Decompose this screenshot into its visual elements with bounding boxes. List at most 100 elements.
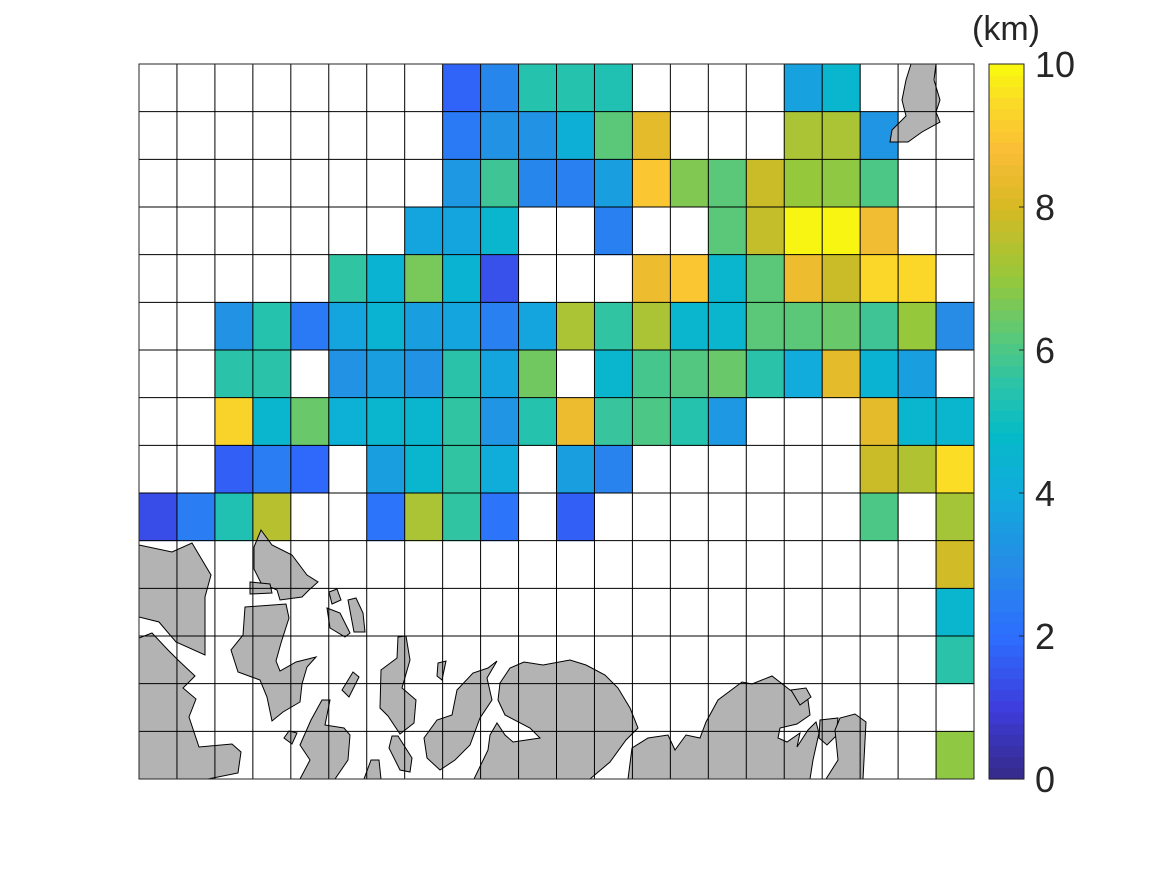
- axes-frame: [138, 63, 975, 780]
- land-mass: [326, 607, 351, 638]
- colorbar-segment: [989, 455, 1024, 467]
- heatmap-cell: [632, 350, 671, 399]
- heatmap-cell: [784, 159, 823, 208]
- heatmap-cell: [442, 111, 482, 160]
- heatmap-cell: [594, 445, 633, 494]
- heatmap-cell: [746, 207, 785, 256]
- colorbar-segment: [989, 678, 1024, 691]
- heatmap-cell: [404, 350, 444, 399]
- colorbar-segment: [989, 175, 1024, 188]
- colorbar-segment: [989, 667, 1024, 680]
- colorbar-segment: [989, 265, 1024, 277]
- heatmap-cell: [404, 207, 444, 256]
- heatmap-cell: [366, 445, 406, 494]
- heatmap-cell: [708, 159, 747, 208]
- colorbar-segment: [989, 119, 1024, 132]
- heatmap-cell: [442, 254, 482, 303]
- colorbar-segment: [989, 544, 1024, 557]
- heatmap-cell: [366, 493, 406, 542]
- colorbar-segment: [989, 332, 1024, 344]
- heatmap-cell: [898, 254, 937, 303]
- heatmap-cell: [746, 254, 785, 303]
- colorbar-segment: [989, 656, 1024, 668]
- heatmap-cell: [518, 302, 557, 351]
- heatmap-cell: [860, 159, 899, 208]
- colorbar: [989, 64, 1024, 780]
- heatmap-cell: [214, 350, 254, 399]
- land-mass: [436, 660, 447, 681]
- colorbar-segment: [989, 253, 1024, 266]
- land-mass: [139, 542, 212, 656]
- heatmap-cell: [366, 254, 406, 303]
- heatmap-cell: [442, 64, 482, 113]
- land-mass: [253, 528, 319, 601]
- colorbar-tick-label: 10: [1035, 44, 1075, 85]
- heatmap-cell: [518, 159, 557, 208]
- colorbar-segment: [989, 75, 1024, 87]
- heatmap-cell: [328, 397, 368, 446]
- heatmap-cell: [290, 445, 330, 494]
- heatmap-cell: [632, 111, 671, 160]
- colorbar-segment: [989, 343, 1024, 356]
- heatmap-cell: [556, 111, 595, 160]
- heatmap-cell: [860, 445, 899, 494]
- colorbar-segment: [989, 309, 1024, 322]
- colorbar-segment: [989, 566, 1024, 579]
- colorbar-segment: [989, 711, 1024, 724]
- heatmap-cell: [822, 111, 861, 160]
- heatmap-cell: [936, 636, 975, 685]
- heatmap-cell: [898, 350, 937, 399]
- heatmap-cell: [898, 445, 937, 494]
- heatmap-cell: [936, 302, 975, 351]
- heatmap-cell: [442, 159, 482, 208]
- heatmap-cell: [594, 111, 633, 160]
- heatmap-cell: [746, 350, 785, 399]
- land-mass: [790, 687, 812, 706]
- heatmap-cell: [822, 207, 861, 256]
- heatmap-cell: [670, 302, 709, 351]
- colorbar-unit-label: (km): [972, 10, 1040, 48]
- heatmap-cell: [860, 493, 899, 542]
- colorbar-segment: [989, 298, 1024, 311]
- colorbar-segment: [989, 287, 1024, 300]
- colorbar-segment: [989, 767, 1024, 780]
- heatmap-cell: [290, 397, 330, 446]
- heatmap-cell: [632, 254, 671, 303]
- colorbar-segment: [989, 142, 1024, 154]
- heatmap-cell: [366, 302, 406, 351]
- heatmap-cell: [784, 64, 823, 113]
- heatmap-cell: [252, 302, 292, 351]
- heatmap-cell: [442, 493, 482, 542]
- heatmap-cell: [860, 254, 899, 303]
- colorbar-segment: [989, 231, 1024, 244]
- colorbar-segment: [989, 700, 1024, 713]
- colorbar-segment: [989, 577, 1024, 590]
- colorbar-tick-label: 6: [1035, 330, 1055, 371]
- colorbar-segment: [989, 410, 1024, 423]
- heatmap-cell: [670, 397, 709, 446]
- heatmap-cell: [708, 207, 747, 256]
- heatmap-cell: [214, 302, 254, 351]
- colorbar-segment: [989, 533, 1024, 545]
- heatmap-cell: [936, 588, 975, 637]
- heatmap-cell: [898, 302, 937, 351]
- colorbar-segment: [989, 108, 1024, 121]
- heatmap-cell: [594, 350, 633, 399]
- colorbar-segment: [989, 376, 1024, 389]
- colorbar-segment: [989, 510, 1024, 523]
- colorbar-segment: [989, 756, 1024, 769]
- heatmap-cell: [214, 445, 254, 494]
- heatmap-cell: [442, 207, 482, 256]
- grid-lines: [139, 64, 974, 779]
- heatmap-cell: [632, 302, 671, 351]
- heatmap-cell: [556, 64, 595, 113]
- heatmap-cell: [594, 397, 633, 446]
- colorbar-segment: [989, 555, 1024, 568]
- heatmap-cell: [480, 493, 520, 542]
- heatmap-cell: [518, 397, 557, 446]
- colorbar-tick-label: 0: [1035, 759, 1055, 800]
- heatmap-cell: [176, 493, 216, 542]
- colorbar-segment: [989, 220, 1024, 233]
- heatmap-cell: [366, 397, 406, 446]
- heatmap-cell: [252, 493, 292, 542]
